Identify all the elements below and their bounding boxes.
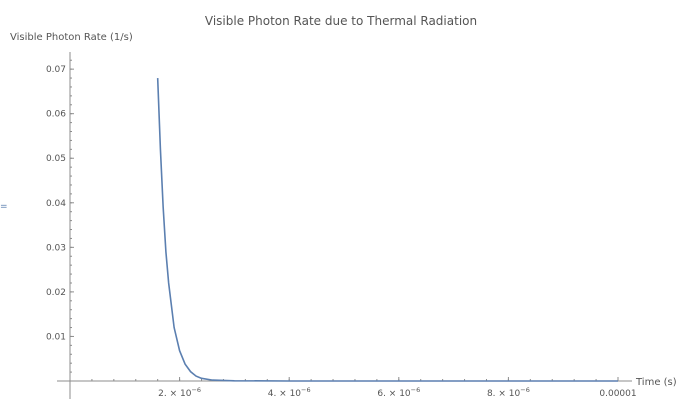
x-tick-label: 8. × 10−6	[487, 386, 530, 399]
x-axis-label: Time (s)	[635, 377, 677, 388]
y-axis-label: Visible Photon Rate (1/s)	[10, 32, 133, 43]
y-tick-label: 0.03	[46, 243, 66, 253]
x-tick-label: 0.00001	[599, 389, 636, 399]
chart-title: Visible Photon Rate due to Thermal Radia…	[205, 14, 477, 28]
y-tick-label: 0.07	[46, 65, 66, 75]
y-ticks: 0.01 0.02 0.03 0.04 0.05 0.06 0.07	[46, 65, 74, 342]
stray-mark: =	[0, 202, 8, 212]
series-line	[156, 78, 618, 382]
x-tick-label: 6. × 10−6	[377, 386, 420, 399]
y-tick-label: 0.06	[46, 110, 66, 120]
y-tick-label: 0.05	[46, 154, 66, 164]
y-tick-label: 0.02	[46, 288, 66, 298]
minor-ticks	[70, 59, 619, 381]
x-tick-label: 2. × 10−6	[158, 386, 201, 399]
x-tick-label: 4. × 10−6	[268, 386, 311, 399]
y-tick-label: 0.01	[46, 332, 66, 342]
y-tick-label: 0.04	[46, 199, 66, 209]
x-ticks: 2. × 10−6 4. × 10−6 6. × 10−6 8. × 10−6 0.00…	[158, 377, 637, 399]
